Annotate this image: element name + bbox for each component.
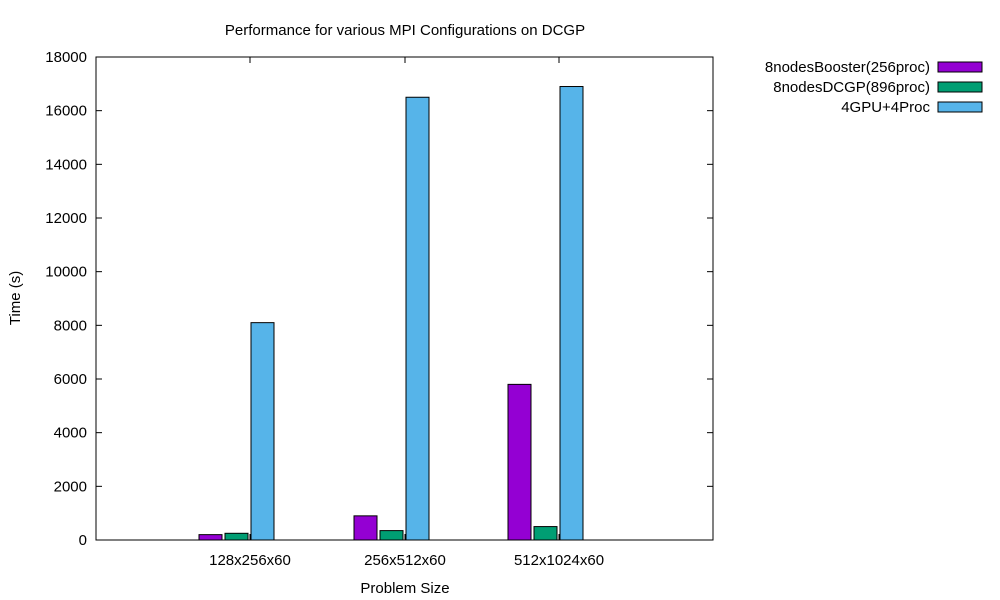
x-tick-label: 128x256x60: [209, 552, 291, 569]
y-tick-label: 2000: [54, 478, 87, 495]
x-axis-ticks: 128x256x60 256x512x60 512x1024x60: [209, 57, 604, 569]
x-tick-label: 256x512x60: [364, 552, 446, 569]
bars: [198, 86, 584, 541]
legend-swatch: [937, 61, 983, 73]
bar: [250, 322, 275, 541]
y-tick-label: 6000: [54, 371, 87, 388]
x-tick-label: 512x1024x60: [514, 552, 604, 569]
y-tick-label: 18000: [45, 49, 87, 66]
legend-label: 4GPU+4Proc: [841, 99, 930, 116]
y-tick-label: 4000: [54, 425, 87, 442]
bar: [559, 86, 584, 541]
legend: 8nodesBooster(256proc) 8nodesDCGP(896proc…: [765, 59, 983, 116]
y-tick-label: 16000: [45, 103, 87, 120]
bar: [405, 96, 430, 541]
legend-swatch: [937, 101, 983, 113]
bar: [379, 530, 404, 541]
y-axis-ticks: 0 2000 4000 6000 8000 10000 12000 14000 16000 180…: [45, 49, 713, 549]
y-axis-label: Time (s): [7, 271, 24, 325]
legend-swatch: [937, 81, 983, 93]
y-tick-label: 10000: [45, 264, 87, 281]
chart-title: Performance for various MPI Configuratio…: [225, 22, 585, 39]
bar: [198, 534, 223, 541]
legend-label: 8nodesBooster(256proc): [765, 59, 930, 76]
bar: [224, 532, 249, 541]
y-tick-label: 8000: [54, 317, 87, 334]
plot-frame: [95, 56, 714, 541]
bar: [533, 526, 558, 541]
y-tick-label: 12000: [45, 210, 87, 227]
y-tick-label: 14000: [45, 156, 87, 173]
bar: [507, 383, 532, 541]
y-tick-label: 0: [79, 532, 87, 549]
x-axis-label: Problem Size: [360, 580, 449, 597]
legend-label: 8nodesDCGP(896proc): [773, 79, 930, 96]
bar: [353, 515, 378, 541]
